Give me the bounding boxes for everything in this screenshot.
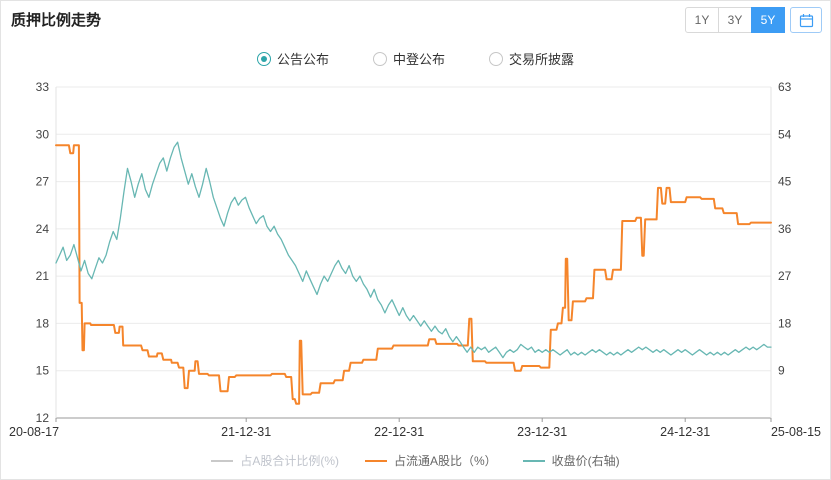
radio-announcement-label: 公告公布 — [276, 52, 329, 67]
legend-label: 收盘价(右轴) — [551, 454, 620, 468]
svg-text:27: 27 — [778, 269, 792, 283]
radio-selected-icon — [256, 51, 271, 66]
radio-csdc-label: 中登公布 — [392, 52, 445, 67]
radio-exchange-label: 交易所披露 — [509, 52, 575, 67]
range-button-3y[interactable]: 3Y — [718, 7, 752, 33]
range-button-5y[interactable]: 5Y — [751, 7, 785, 33]
svg-text:27: 27 — [36, 175, 50, 189]
legend-item-total-a-share-ratio[interactable]: 占A股合计比例(%) — [211, 452, 339, 469]
legend-line-orange — [364, 459, 387, 462]
range-controls: 1Y 3Y 5Y — [685, 7, 822, 33]
chart-legend: 占A股合计比例(%) 占流通A股比（%） 收盘价(右轴) — [1, 452, 830, 469]
svg-text:36: 36 — [778, 222, 792, 236]
svg-text:18: 18 — [36, 316, 50, 330]
radio-unselected-icon — [372, 51, 387, 66]
svg-text:30: 30 — [36, 127, 50, 141]
svg-text:63: 63 — [778, 80, 792, 94]
page-title: 质押比例走势 — [11, 12, 102, 29]
svg-text:22-12-31: 22-12-31 — [374, 425, 424, 439]
svg-text:45: 45 — [778, 175, 792, 189]
source-radio-group: 公告公布 中登公布 交易所披露 — [1, 49, 830, 68]
legend-item-float-a-share-ratio[interactable]: 占流通A股比（%） — [364, 452, 497, 469]
svg-text:24-12-31: 24-12-31 — [660, 425, 710, 439]
legend-item-close-price[interactable]: 收盘价(右轴) — [522, 452, 620, 469]
svg-text:33: 33 — [36, 80, 50, 94]
range-button-1y[interactable]: 1Y — [685, 7, 719, 33]
calendar-icon — [799, 13, 814, 28]
svg-text:21: 21 — [36, 269, 50, 283]
legend-label: 占流通A股比（%） — [393, 454, 497, 468]
svg-text:24: 24 — [36, 222, 50, 236]
radio-announcement[interactable]: 公告公布 — [256, 49, 329, 68]
legend-label: 占A股合计比例(%) — [240, 454, 339, 468]
radio-csdc[interactable]: 中登公布 — [372, 49, 445, 68]
svg-text:18: 18 — [778, 316, 792, 330]
svg-text:25-08-15: 25-08-15 — [771, 425, 821, 439]
legend-line-teal — [522, 459, 545, 462]
svg-text:9: 9 — [778, 364, 785, 378]
svg-text:21-12-31: 21-12-31 — [221, 425, 271, 439]
svg-text:23-12-31: 23-12-31 — [517, 425, 567, 439]
svg-text:15: 15 — [36, 364, 50, 378]
legend-line-gray — [211, 459, 234, 462]
svg-text:20-08-17: 20-08-17 — [9, 425, 59, 439]
radio-unselected-icon — [489, 51, 503, 66]
calendar-button[interactable] — [790, 7, 822, 33]
svg-text:54: 54 — [778, 127, 792, 141]
svg-text:12: 12 — [36, 411, 50, 425]
radio-exchange[interactable]: 交易所披露 — [489, 49, 574, 68]
